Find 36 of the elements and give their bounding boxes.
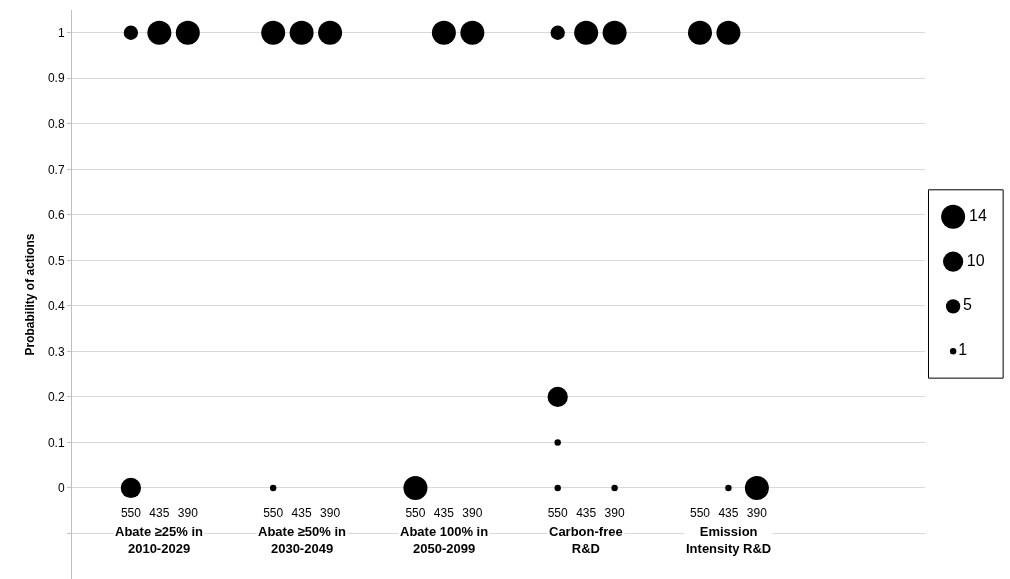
x-tick-label: 435	[576, 505, 597, 520]
x-tick-label: 550	[689, 505, 711, 520]
legend-label: 1	[958, 341, 968, 359]
y-tick-label: 0.3	[47, 344, 65, 359]
y-tick-label: 0	[57, 481, 65, 496]
x-tick-label: 435	[291, 505, 312, 520]
x-tick-label: 435	[718, 505, 739, 520]
annotation: Abate 100% in 2050-2099	[400, 524, 489, 556]
annotation: Abate ≥25% in 2010-2029	[115, 524, 204, 556]
y-tick-label: 1	[57, 25, 65, 40]
legend-label: 5	[963, 296, 973, 314]
x-tick-label: 390	[462, 505, 483, 520]
x-tick-label: 550	[263, 505, 284, 520]
x-tick-label: 550	[547, 505, 569, 520]
legend-label: 14	[969, 206, 988, 224]
y-tick-label: 0.1	[47, 435, 65, 450]
y-tick-label: 0.4	[47, 299, 65, 314]
y-tick-label: 0.2	[47, 390, 65, 405]
annotation: Emission Intensity R&D	[686, 524, 772, 556]
annotation: Carbon-free R&D	[549, 524, 623, 556]
y-tick-label: 0.8	[47, 117, 65, 131]
x-tick-label: 435	[149, 505, 170, 520]
x-tick-label: 550	[405, 505, 426, 520]
annotation: Abate ≥50% in 2030-2049	[258, 524, 347, 556]
x-tick-label: 390	[604, 505, 625, 520]
x-tick-label: 390	[746, 505, 768, 520]
y-tick-label: 0.7	[47, 162, 65, 177]
x-tick-label: 550	[120, 505, 142, 520]
x-tick-label: 435	[433, 505, 455, 520]
legend-label: 10	[966, 251, 985, 269]
y-tick-label: 0.6	[47, 208, 65, 223]
x-tick-label: 390	[320, 505, 341, 520]
y-axis-title: Probability of actions	[23, 233, 38, 356]
y-tick-label: 0.5	[47, 253, 65, 268]
y-tick-label: 0.9	[47, 71, 65, 86]
x-tick-label: 390	[177, 505, 199, 520]
